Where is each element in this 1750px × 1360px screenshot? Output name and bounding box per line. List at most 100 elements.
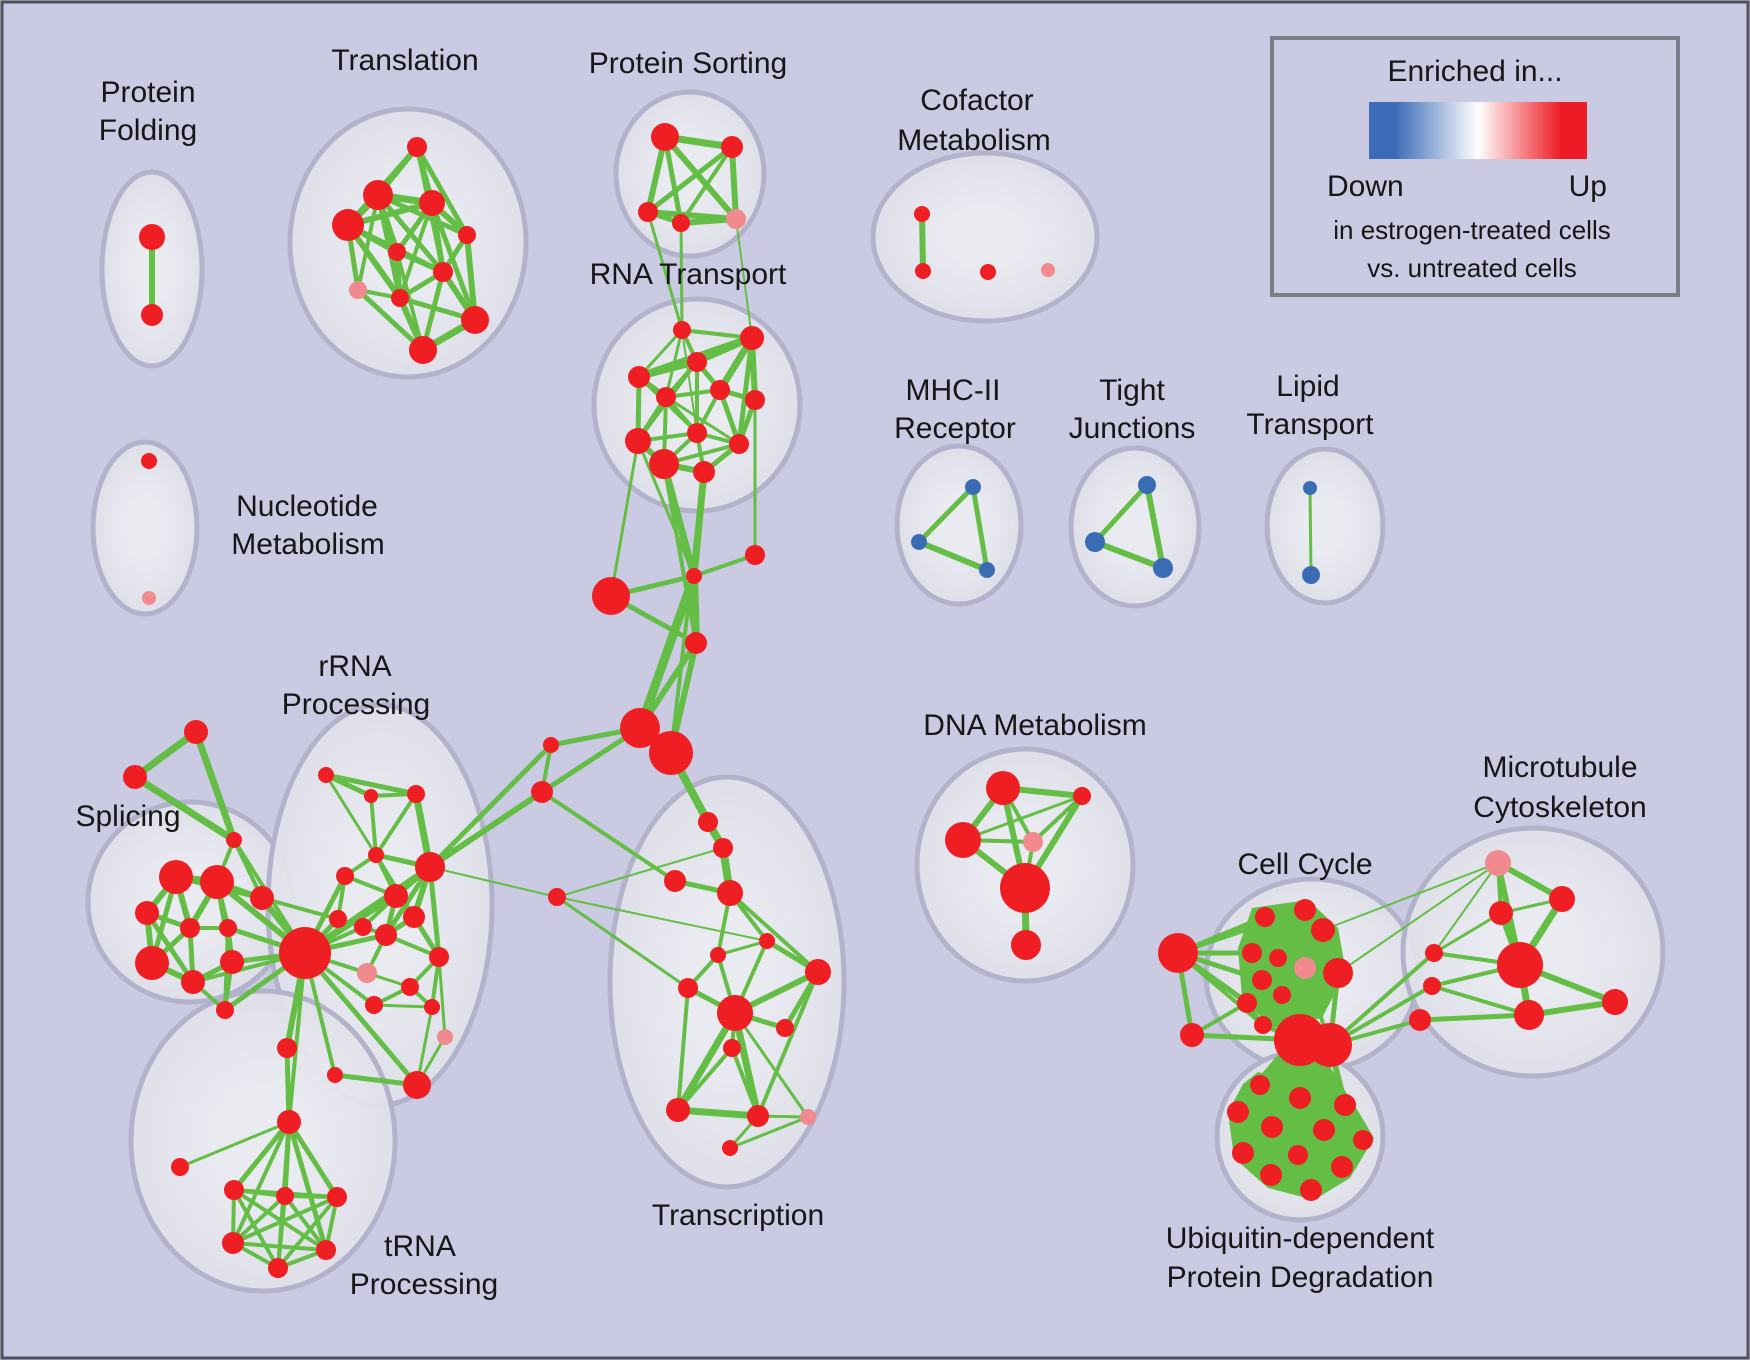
edge-u3-u6	[276, 1195, 339, 1270]
legend-title: Enriched in...	[1387, 55, 1562, 88]
node-v9	[1288, 1145, 1308, 1165]
edge-HUB-q4	[287, 952, 307, 1123]
node-g0	[1158, 933, 1198, 973]
edge-n6-m6	[428, 789, 544, 870]
node-d6	[1011, 930, 1041, 960]
node-w0	[1485, 850, 1511, 876]
cluster-lipid-transport-label-line1: Lipid	[1276, 370, 1339, 403]
node-n2	[364, 789, 378, 803]
edge-x1-x2	[717, 939, 768, 957]
edge-ps2-ps4	[679, 145, 734, 225]
edge-s2-s3	[133, 774, 236, 843]
edge-q4-u1	[232, 1120, 291, 1192]
node-m3	[592, 577, 630, 615]
node-v12	[1300, 1179, 1322, 1201]
node-c4	[664, 870, 686, 892]
node-n6	[415, 852, 445, 882]
cluster-rrna-processing-label-line1: rRNA	[318, 650, 391, 683]
node-r11	[649, 449, 679, 479]
node-cf4	[1041, 263, 1055, 277]
edge-q4-q5	[179, 1120, 290, 1169]
node-nm2	[142, 591, 156, 605]
node-q4	[277, 1110, 301, 1134]
edge-tj1-tj3	[1144, 484, 1166, 569]
edge-x11-x10	[729, 1115, 809, 1150]
node-n1	[318, 767, 334, 783]
edge-s1-s2	[132, 729, 199, 780]
node-c5	[548, 888, 566, 906]
node-r10	[729, 434, 749, 454]
node-g1	[1180, 1023, 1204, 1047]
edge-lt1-lt2	[1308, 487, 1313, 576]
edge-x8-x9	[677, 1106, 759, 1120]
edge-m1-h1	[635, 574, 699, 730]
edge-b2-b3	[917, 539, 989, 573]
edge-ps3-r1	[646, 211, 684, 331]
edge-ps1-ps4	[662, 136, 684, 224]
cluster-protein-folding-label-line1: Protein	[100, 76, 195, 109]
node-n8	[329, 910, 347, 928]
node-r7	[745, 390, 765, 410]
node-w5	[1514, 1000, 1544, 1030]
node-sp1	[159, 860, 193, 894]
edge-w3-w2	[1433, 911, 1502, 955]
edge-tj1-tj2	[1093, 483, 1149, 544]
cluster-protein-folding-label-line2: Folding	[99, 114, 197, 147]
node-k6	[1294, 957, 1316, 979]
node-d3	[945, 822, 981, 858]
cluster-tight-junctions-label-line1: Tight	[1099, 374, 1165, 407]
edge-w5-w7	[1419, 1012, 1530, 1023]
node-v5	[1261, 1116, 1283, 1138]
cluster-trna-processing-label-line2: Processing	[350, 1268, 498, 1301]
edge-r6-r10	[665, 395, 740, 446]
edge-c5-x1	[556, 896, 768, 942]
node-t10	[461, 306, 489, 334]
edge-b1-b2	[917, 485, 975, 544]
node-n16	[424, 999, 440, 1015]
edge-u1-u6	[232, 1189, 280, 1269]
node-t8	[349, 281, 367, 299]
node-ps2	[721, 136, 743, 158]
edge-u2-u4	[231, 1194, 287, 1245]
legend-up-label: Up	[1569, 170, 1607, 203]
edge-w0-w3	[1433, 862, 1499, 954]
legend: Enriched in... Down Up in estrogen-treat…	[1270, 36, 1680, 297]
node-n4	[368, 847, 384, 863]
edge-r9-m1	[636, 440, 696, 577]
node-t3	[419, 190, 445, 216]
edge-HUB-q3	[303, 951, 419, 1087]
node-x11	[722, 1140, 738, 1156]
node-m1	[686, 568, 702, 584]
node-h1	[620, 708, 660, 748]
edge-c5-c2	[556, 847, 724, 898]
edge-n15-n16	[373, 1003, 433, 1009]
edge-u2-u5	[283, 1194, 328, 1252]
node-q5	[171, 1158, 189, 1176]
cluster-cofactor-metabolism-label-line2: Metabolism	[897, 124, 1050, 157]
node-n13	[357, 963, 377, 983]
node-v7	[1353, 1130, 1373, 1150]
edge-u1-u5	[232, 1188, 328, 1252]
cluster-nucleotide-metabolism-label-line2: Metabolism	[231, 528, 384, 561]
network-layer: Protein Folding Translation Protein Sorting…	[75, 44, 1666, 1301]
node-r8	[687, 423, 707, 443]
node-d1	[986, 771, 1020, 805]
node-nm1	[141, 453, 157, 469]
cluster-lipid-transport-ellipse	[1264, 446, 1386, 606]
cluster-ubiquitin-degradation-label-line1: Ubiquitin-dependent	[1166, 1222, 1435, 1255]
node-c2	[713, 838, 733, 858]
legend-box	[1270, 36, 1680, 297]
node-v2	[1289, 1087, 1311, 1109]
cluster-translation-label: Translation	[331, 44, 478, 77]
node-cf2	[915, 263, 931, 279]
edge-n3-n4	[374, 792, 418, 857]
node-x4	[678, 978, 698, 998]
node-k2	[1294, 899, 1316, 921]
edge-u2-u6	[276, 1195, 287, 1269]
node-pf1	[139, 224, 165, 250]
node-w1	[1549, 886, 1575, 912]
node-k8	[1273, 986, 1291, 1004]
node-k9	[1237, 993, 1257, 1013]
